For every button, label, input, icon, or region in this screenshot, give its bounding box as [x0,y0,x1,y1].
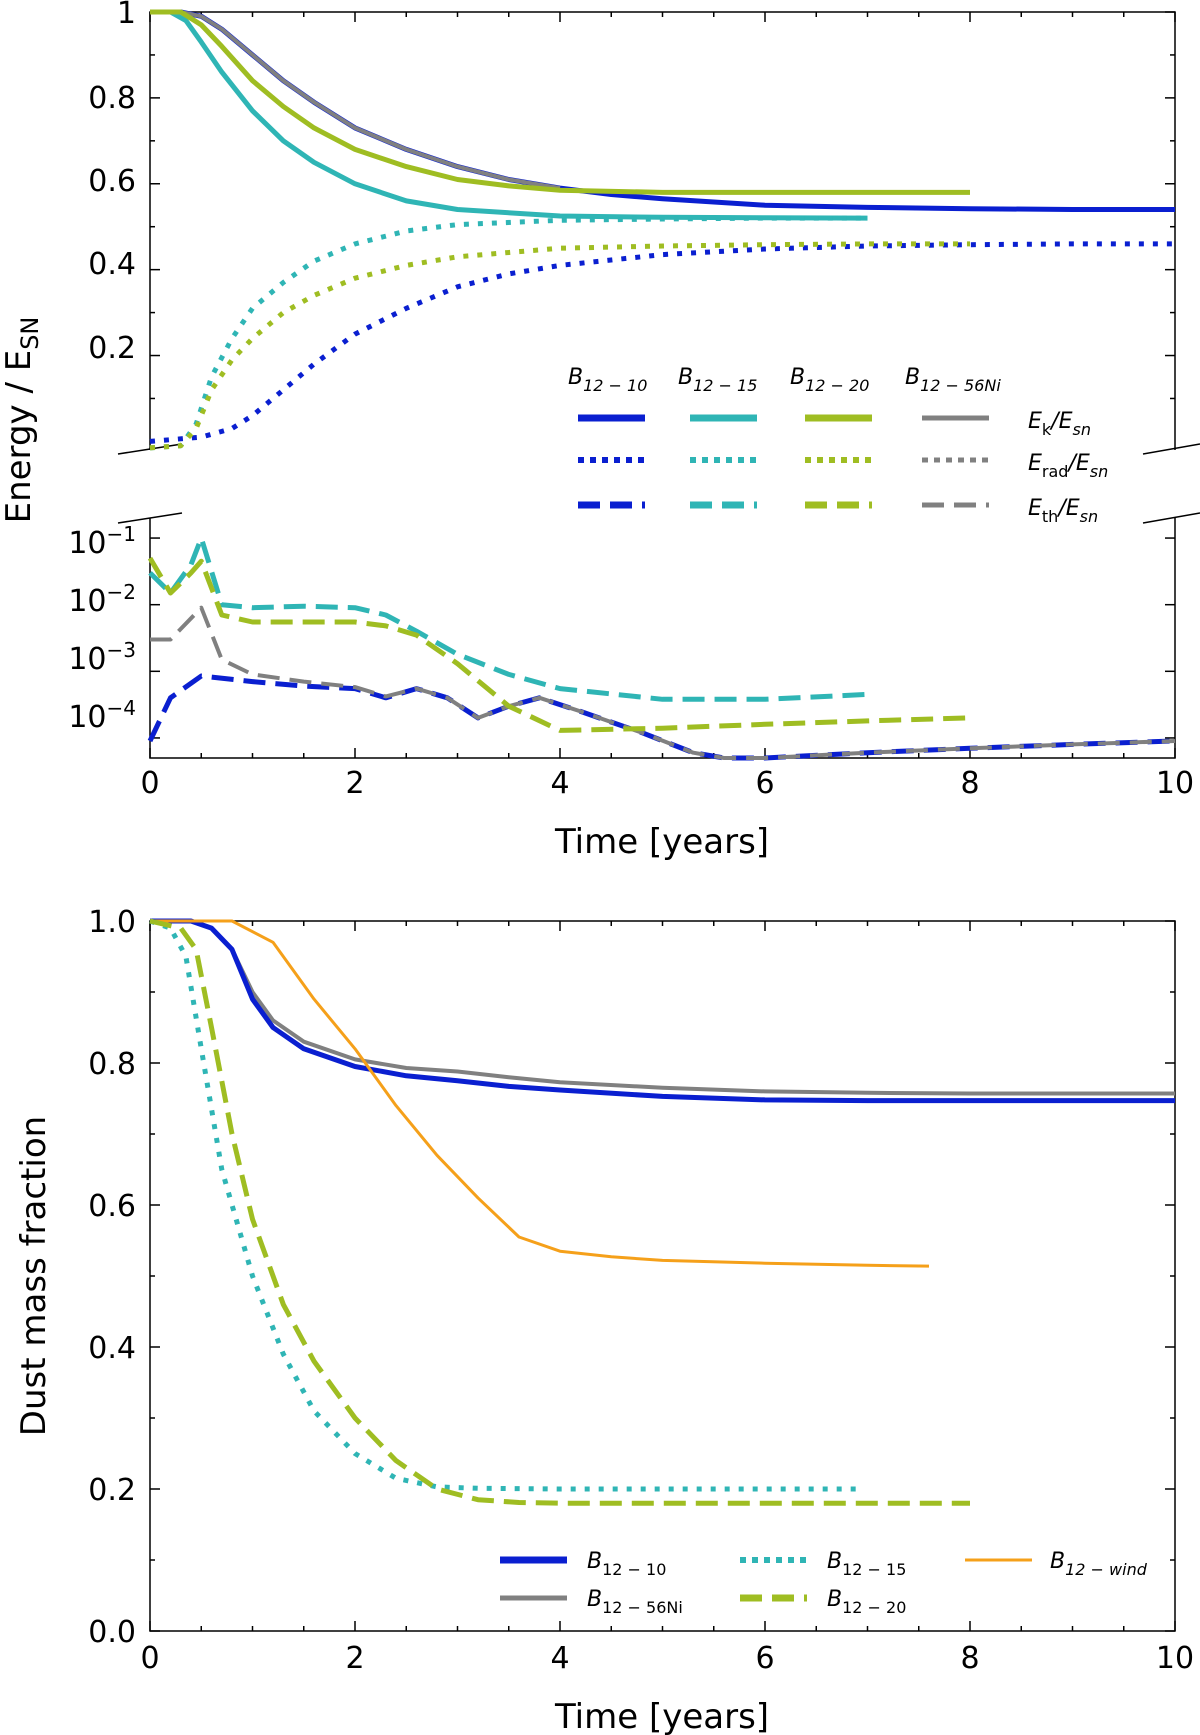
energy-series-line [148,535,868,702]
legend-header-b12-20: B12 − 20 [790,365,869,395]
energy-series-line [147,556,971,733]
dust-legend-label-b12-10: B12 − 10 [587,1549,666,1579]
dust-ytick-label: 0.4 [88,1331,136,1366]
energy-ytick-label-log: 10−3 [68,638,136,677]
energy-xaxis-title: Time [years] [554,822,769,862]
dust-axis-ticks [149,920,1176,1632]
energy-lower-panel-frame [149,518,1176,759]
energy-ytick-label: 0.4 [88,247,136,282]
energy-ytick-label: 0.8 [88,81,136,116]
dust-chart: 0.0 0.2 0.4 0.6 0.8 1.0 0 2 4 6 8 10 Tim… [14,905,1194,1735]
energy-series-line [150,9,970,195]
energy-ytick-label: 0.2 [88,331,136,366]
dust-ytick-label: 1.0 [88,905,136,940]
energy-series-group [147,9,1176,761]
energy-ytick-label: 1 [117,0,136,31]
dust-ytick-label: 0.0 [88,1615,136,1650]
dust-legend-label-b12-wind: B12 − wind [1050,1549,1148,1579]
energy-ytick-label-log: 10−2 [68,580,136,619]
dust-xtick-label: 8 [960,1641,979,1676]
energy-xtick-label: 0 [140,766,159,801]
dust-series-line [150,919,930,1268]
dust-legend-label-b12-20: B12 − 20 [827,1587,906,1617]
dust-legend-label-b12-56ni: B12 − 56Ni [587,1587,683,1617]
energy-series-line [150,605,1176,760]
legend-row-label-eth: Eth/Esn [1028,496,1098,526]
energy-series-line [149,215,868,451]
energy-series-line [149,241,1175,444]
energy-series-line [150,10,561,191]
dust-ytick-label: 0.2 [88,1473,136,1508]
dust-series-line [149,918,858,1492]
dust-xtick-label: 6 [755,1641,774,1676]
energy-series-line [150,9,1175,212]
legend-header-b12-56ni: B12 − 56Ni [905,365,1001,395]
energy-series-line [149,241,970,451]
dust-legend-label-b12-15: B12 − 15 [827,1549,906,1579]
dust-yaxis-title: Dust mass fraction [14,1116,54,1436]
legend-row-label-erad: Erad/Esn [1028,451,1108,481]
dust-xtick-label: 2 [345,1641,364,1676]
energy-xtick-label: 8 [960,766,979,801]
dust-xtick-label: 10 [1156,1641,1194,1676]
energy-ytick-label: 0.6 [88,164,136,199]
dust-series-line [149,918,970,1506]
axis-break-mark-left-1 [117,443,183,455]
energy-yaxis-title: Energy / ESN [0,317,44,524]
dust-series-line [150,919,1175,1096]
energy-axis-ticks [149,11,1176,758]
dust-legend: B12 − 10 B12 − 56Ni B12 − 15 B12 − 20 B1… [500,1549,1148,1617]
energy-legend: B12 − 10 B12 − 15 B12 − 20 B12 − 56Ni Ek… [568,365,1108,526]
dust-series-group [149,918,1175,1506]
dust-panel-frame [149,920,1176,1632]
dust-xaxis-title: Time [years] [554,1697,769,1735]
energy-xtick-label: 2 [345,766,364,801]
axis-break-mark-left-2 [117,512,183,524]
dust-xtick-label: 0 [140,1641,159,1676]
energy-upper-panel-frame [149,11,1176,450]
energy-ytick-label-log: 10−1 [68,522,136,561]
energy-ytick-label-log: 10−4 [68,696,136,735]
dust-xtick-label: 4 [550,1641,569,1676]
legend-header-b12-10: B12 − 10 [568,365,647,395]
axis-break-mark-right-2 [1142,512,1200,524]
energy-xtick-label: 4 [550,766,569,801]
dust-ytick-label: 0.8 [88,1047,136,1082]
legend-header-b12-15: B12 − 15 [678,365,757,395]
energy-xtick-label: 6 [755,766,774,801]
dust-series-line [150,918,1175,1104]
energy-chart: 1 0.8 0.6 0.4 0.2 10−1 10−2 10−3 10−4 0 … [0,0,1200,862]
energy-xtick-label: 10 [1156,766,1194,801]
dust-ytick-label: 0.6 [88,1189,136,1224]
energy-series-line [150,9,868,221]
legend-row-label-ek: Ek/Esn [1028,409,1091,439]
axis-break-mark-right-1 [1142,443,1200,455]
